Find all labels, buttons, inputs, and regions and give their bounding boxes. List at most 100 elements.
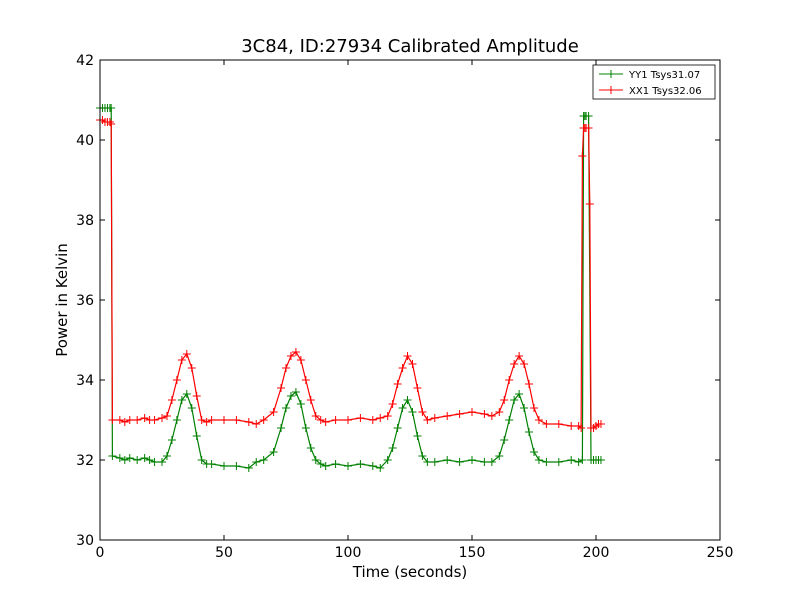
data-point-xx1	[500, 396, 509, 404]
data-point-xx1	[296, 356, 305, 364]
data-point-yy1	[207, 460, 216, 468]
data-point-xx1	[259, 416, 268, 424]
data-point-yy1	[301, 424, 310, 432]
data-point-xx1	[356, 414, 365, 422]
data-point-xx1	[383, 412, 392, 420]
data-point-yy1	[192, 432, 201, 440]
data-point-xx1	[301, 376, 310, 384]
data-point-xx1	[423, 416, 432, 424]
data-point-yy1	[321, 462, 330, 470]
data-point-xx1	[468, 408, 476, 416]
data-point-xx1	[172, 376, 181, 384]
data-point-yy1	[197, 456, 206, 464]
data-point-xx1	[192, 392, 201, 400]
data-point-yy1	[182, 390, 191, 398]
data-point-yy1	[510, 396, 519, 404]
data-point-xx1	[368, 416, 377, 424]
data-point-xx1	[162, 412, 171, 420]
data-point-yy1	[403, 396, 412, 404]
data-point-xx1	[542, 420, 551, 428]
data-point-yy1	[311, 456, 320, 464]
data-point-xx1	[167, 396, 176, 404]
data-point-yy1	[356, 460, 365, 468]
data-point-yy1	[495, 452, 504, 460]
data-point-xx1	[331, 416, 340, 424]
data-point-yy1	[520, 404, 529, 412]
data-point-yy1	[140, 454, 149, 462]
data-point-xx1	[554, 420, 563, 428]
data-point-yy1	[398, 404, 407, 412]
x-tick-label: 0	[96, 545, 105, 561]
y-tick-label: 38	[76, 213, 94, 229]
data-point-yy1	[468, 456, 476, 464]
data-point-xx1	[220, 416, 228, 424]
data-point-xx1	[393, 380, 402, 388]
data-point-yy1	[282, 404, 290, 412]
x-axis-label: Time (seconds)	[352, 563, 468, 581]
data-point-xx1	[202, 418, 211, 426]
data-point-xx1	[133, 416, 142, 424]
data-point-xx1	[534, 416, 543, 424]
data-point-xx1	[115, 416, 124, 424]
data-point-xx1	[107, 120, 116, 128]
data-point-yy1	[413, 432, 422, 440]
data-point-xx1	[443, 412, 452, 420]
data-point-xx1	[277, 384, 286, 392]
data-point-yy1	[368, 462, 377, 470]
y-axis-label: Power in Kelvin	[53, 243, 71, 357]
data-point-xx1	[344, 416, 352, 424]
data-point-yy1	[220, 462, 228, 470]
data-point-yy1	[534, 456, 543, 464]
data-point-yy1	[487, 458, 496, 466]
data-point-yy1	[455, 458, 464, 466]
data-point-yy1	[383, 456, 392, 464]
legend: YY1 Tsys31.07 XX1 Tsys32.06	[592, 64, 716, 100]
data-point-xx1	[525, 380, 534, 388]
data-point-xx1	[430, 414, 439, 422]
data-point-xx1	[108, 416, 117, 424]
data-point-yy1	[515, 390, 524, 398]
data-point-yy1	[277, 424, 286, 432]
data-point-xx1	[311, 412, 320, 420]
data-point-yy1	[187, 404, 196, 412]
data-point-yy1	[244, 464, 253, 472]
tick-layer: 0 50 100 150 200 250 30 32 34 36 38 40 42	[76, 53, 733, 561]
data-point-yy1	[567, 456, 576, 464]
data-point-yy1	[162, 452, 171, 460]
data-point-yy1	[393, 424, 402, 432]
data-point-xx1	[105, 118, 114, 126]
data-point-yy1	[578, 456, 587, 464]
data-point-yy1	[259, 456, 268, 464]
data-point-yy1	[331, 460, 340, 468]
data-point-xx1	[505, 376, 514, 384]
data-point-yy1	[108, 452, 117, 460]
data-point-xx1	[177, 356, 186, 364]
data-point-yy1	[177, 396, 186, 404]
data-point-yy1	[286, 392, 295, 400]
data-point-yy1	[408, 408, 417, 416]
data-point-xx1	[577, 424, 586, 432]
data-point-yy1	[423, 458, 432, 466]
data-point-xx1	[578, 152, 587, 160]
data-point-xx1	[408, 360, 417, 368]
chart-title: 3C84, ID:27934 Calibrated Amplitude	[241, 36, 579, 57]
data-point-xx1	[398, 364, 407, 372]
data-point-xx1	[120, 418, 129, 426]
data-point-xx1	[388, 400, 397, 408]
data-point-xx1	[158, 414, 166, 422]
data-point-yy1	[574, 458, 583, 466]
data-point-xx1	[487, 412, 496, 420]
data-point-xx1	[269, 408, 278, 416]
data-point-xx1	[567, 422, 576, 430]
data-point-yy1	[316, 460, 325, 468]
data-point-xx1	[413, 384, 422, 392]
data-point-xx1	[321, 418, 330, 426]
data-point-yy1	[232, 462, 241, 470]
data-point-yy1	[107, 104, 116, 112]
data-point-xx1	[125, 416, 134, 424]
data-point-yy1	[596, 456, 605, 464]
legend-marker-yy1	[607, 70, 615, 78]
data-point-xx1	[403, 352, 412, 360]
